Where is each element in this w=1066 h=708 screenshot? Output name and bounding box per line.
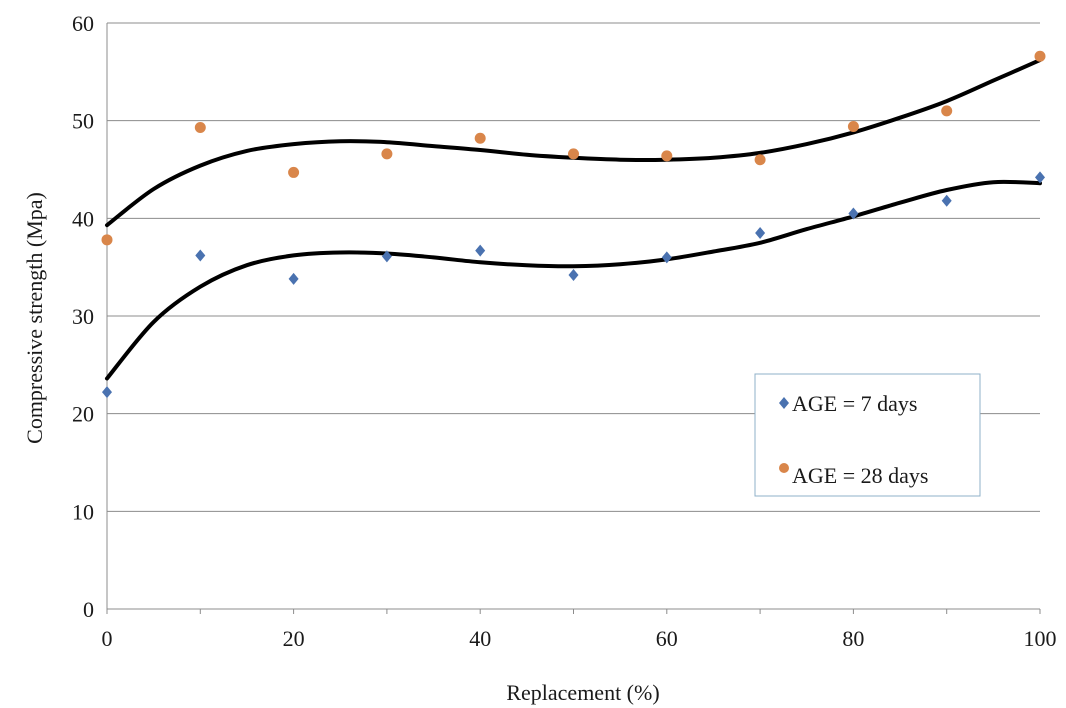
point-28-days [474, 132, 486, 144]
legend-box [754, 373, 981, 497]
point-7-days [195, 249, 206, 262]
legend-label-7-days: AGE = 7 days [792, 391, 917, 416]
y-axis-title: Compressive strength (Mpa) [22, 192, 47, 444]
point-7-days [288, 272, 299, 285]
trendlines [105, 58, 1042, 381]
point-28-days [381, 148, 393, 160]
point-7-days [661, 251, 672, 264]
point-28-days [661, 150, 673, 162]
point-7-days [381, 250, 392, 263]
x-tick-label: 100 [1024, 626, 1057, 651]
point-28-days [288, 166, 300, 178]
point-28-days [194, 122, 206, 134]
point-7-days [941, 194, 952, 207]
point-7-days [1035, 171, 1045, 184]
x-tick-label: 80 [842, 626, 864, 651]
point-7-days [848, 207, 859, 220]
x-tick-label: 40 [469, 626, 491, 651]
legend: AGE = 7 days AGE = 28 days [754, 373, 981, 497]
x-tick-label: 0 [102, 626, 113, 651]
point-7-days [755, 226, 766, 239]
y-tick-label: 40 [72, 206, 94, 231]
point-28-days [754, 154, 766, 166]
y-tick-label: 50 [72, 109, 94, 134]
data-points [101, 50, 1046, 399]
y-tick-label: 20 [72, 402, 94, 427]
point-28-days [568, 148, 579, 160]
y-tick-label: 0 [83, 597, 94, 622]
point-7-days [475, 244, 486, 257]
x-tick-label: 60 [656, 626, 678, 651]
x-tick-labels: 0 20 40 60 80 100 [102, 626, 1057, 651]
gridlines [107, 22, 1040, 512]
y-tick-label: 60 [72, 11, 94, 36]
y-tick-label: 10 [72, 499, 94, 524]
point-28-days [941, 105, 953, 117]
axes [106, 23, 1041, 614]
x-axis-title: Replacement (%) [506, 680, 659, 705]
point-28-days [847, 121, 859, 133]
point-7-days [102, 386, 112, 399]
point-28-days [1034, 50, 1046, 62]
legend-marker-28-days [779, 463, 789, 473]
legend-marker-7-days [779, 397, 789, 409]
point-28-days [101, 234, 113, 246]
trendline-0 [105, 179, 1042, 381]
y-tick-labels: 0 10 20 30 40 50 60 [72, 11, 94, 622]
x-tick-label: 20 [283, 626, 305, 651]
point-7-days [568, 268, 579, 281]
trendline-1 [105, 58, 1042, 228]
y-tick-label: 30 [72, 304, 94, 329]
legend-label-28-days: AGE = 28 days [792, 463, 928, 488]
